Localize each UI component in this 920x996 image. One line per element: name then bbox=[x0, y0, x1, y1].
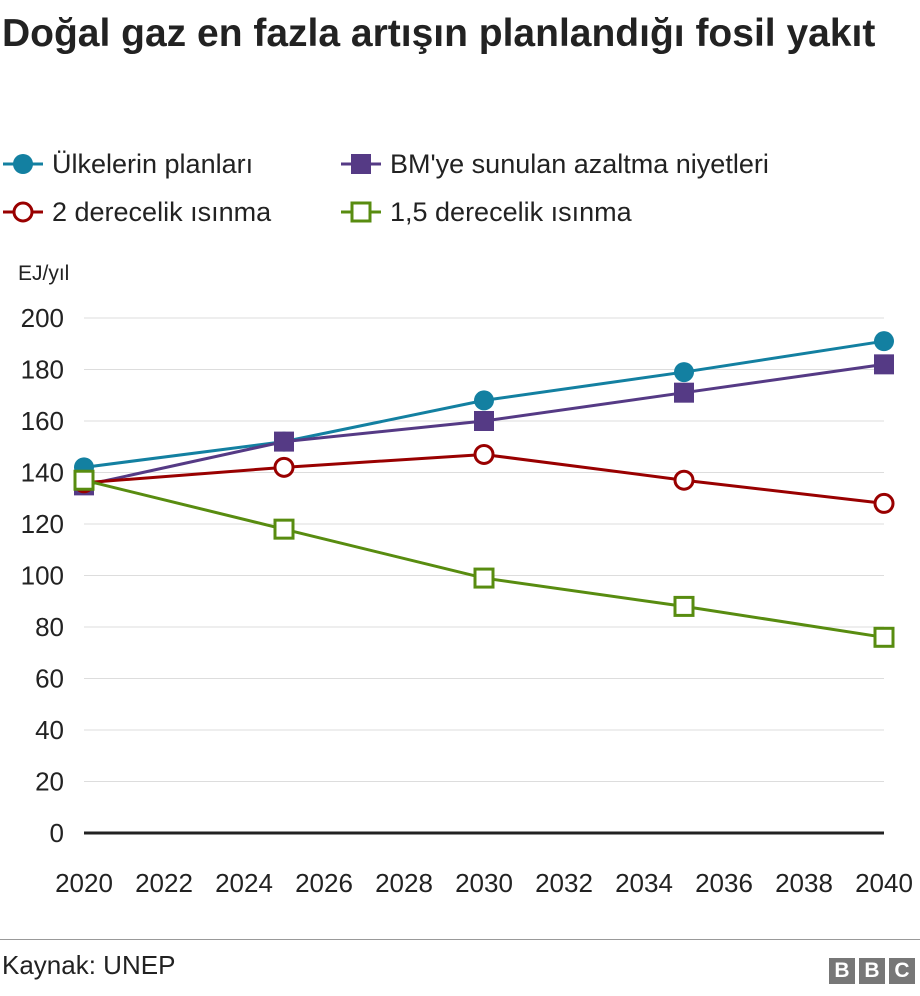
gridlines bbox=[84, 317, 884, 782]
x-tick-label: 2028 bbox=[375, 868, 433, 898]
data-point bbox=[473, 567, 495, 589]
data-point bbox=[674, 382, 694, 403]
data-point bbox=[673, 469, 695, 491]
y-axis-label: EJ/yıl bbox=[18, 262, 69, 285]
legend-marker-country-plans bbox=[3, 154, 43, 174]
legend-label-country-plans: Ülkelerin planları bbox=[52, 148, 254, 179]
logo-letter: B bbox=[829, 958, 855, 984]
data-point bbox=[474, 411, 494, 431]
data-point bbox=[674, 362, 694, 383]
data-point bbox=[274, 431, 294, 452]
logo-letter: B bbox=[859, 958, 885, 984]
series-lines bbox=[73, 331, 895, 648]
source-note: Kaynak: UNEP bbox=[2, 950, 176, 980]
legend-marker-un-pledges bbox=[341, 154, 381, 174]
data-point bbox=[73, 469, 95, 491]
data-point bbox=[874, 354, 894, 375]
data-point bbox=[673, 595, 695, 617]
data-point bbox=[273, 518, 295, 540]
data-point bbox=[874, 331, 894, 352]
legend-label-un-pledges: BM'ye sunulan azaltma niyetleri bbox=[390, 148, 769, 179]
legend-item-2-degree: 2 derecelik ısınma bbox=[2, 190, 271, 234]
legend-item-1-5-degree: 1,5 derecelik ısınma bbox=[340, 190, 632, 234]
x-tick-label: 2026 bbox=[295, 868, 353, 898]
x-tick-label: 2022 bbox=[135, 868, 193, 898]
x-tick-label: 2032 bbox=[535, 868, 593, 898]
y-tick-label: 80 bbox=[35, 612, 64, 642]
x-tick-label: 2020 bbox=[55, 868, 113, 898]
legend-marker-1-5-degree bbox=[341, 201, 381, 223]
data-point bbox=[873, 626, 895, 648]
x-tick-label: 2038 bbox=[775, 868, 833, 898]
y-tick-label: 0 bbox=[50, 818, 64, 848]
series-line-3 bbox=[83, 478, 885, 639]
logo-letter: C bbox=[889, 958, 915, 984]
data-point bbox=[873, 492, 895, 514]
y-tick-label: 120 bbox=[21, 509, 64, 539]
x-tick-label: 2034 bbox=[615, 868, 673, 898]
legend-label-2-degree: 2 derecelik ısınma bbox=[52, 196, 272, 227]
data-point bbox=[473, 443, 495, 465]
legend-marker-2-degree bbox=[3, 201, 43, 223]
y-tick-label: 180 bbox=[21, 355, 64, 385]
y-tick-label: 140 bbox=[21, 458, 64, 488]
x-tick-label: 2036 bbox=[695, 868, 753, 898]
bbc-logo: B B C bbox=[829, 958, 915, 984]
legend-item-un-pledges: BM'ye sunulan azaltma niyetleri bbox=[340, 142, 769, 186]
footer-divider bbox=[0, 939, 920, 940]
y-tick-label: 100 bbox=[21, 561, 64, 591]
y-tick-label: 20 bbox=[35, 767, 64, 797]
data-point bbox=[273, 456, 295, 478]
x-tick-label: 2030 bbox=[455, 868, 513, 898]
legend-label-1-5-degree: 1,5 derecelik ısınma bbox=[390, 196, 632, 227]
x-tick-label: 2040 bbox=[855, 868, 913, 898]
chart-title: Doğal gaz en fazla artışın planlandığı f… bbox=[2, 12, 876, 55]
y-tick-label: 40 bbox=[35, 715, 64, 745]
y-tick-label: 160 bbox=[21, 406, 64, 436]
y-tick-label: 200 bbox=[21, 303, 64, 333]
legend-item-country-plans: Ülkelerin planları bbox=[2, 142, 253, 186]
data-point bbox=[474, 390, 494, 411]
chart-legend: Ülkelerin planları BM'ye sunulan azaltma… bbox=[2, 142, 902, 242]
y-tick-label: 60 bbox=[35, 664, 64, 694]
x-tick-label: 2024 bbox=[215, 868, 273, 898]
